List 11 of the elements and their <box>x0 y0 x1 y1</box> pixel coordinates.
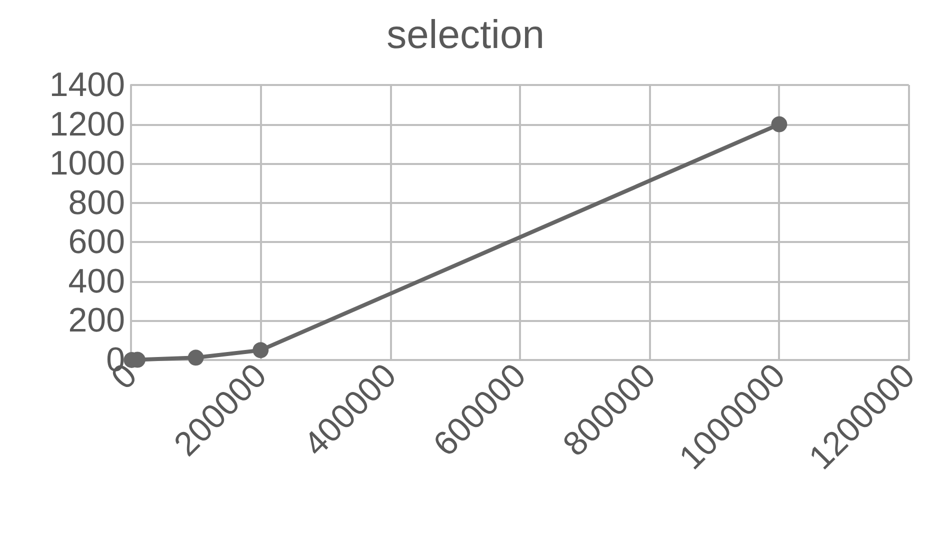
y-tick-label: 1400 <box>49 66 125 104</box>
y-tick-label: 1200 <box>49 105 125 144</box>
y-tick-label: 800 <box>68 184 125 222</box>
y-tick-label: 1000 <box>49 144 125 183</box>
y-tick-label: 600 <box>68 223 125 262</box>
point <box>252 342 269 358</box>
y-tick-label: 400 <box>68 262 125 300</box>
chart-title: selection <box>386 13 544 57</box>
point <box>188 350 204 366</box>
point <box>771 116 788 132</box>
y-tick-label: 200 <box>68 302 125 340</box>
